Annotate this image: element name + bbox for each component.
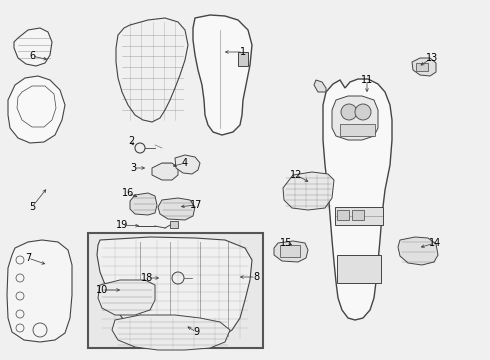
Text: 10: 10 bbox=[96, 285, 108, 295]
Text: 2: 2 bbox=[128, 136, 134, 146]
Text: 17: 17 bbox=[190, 200, 202, 210]
Circle shape bbox=[341, 104, 357, 120]
Bar bbox=[416, 63, 428, 71]
Text: 6: 6 bbox=[29, 51, 35, 61]
Bar bbox=[280, 245, 300, 257]
Polygon shape bbox=[152, 163, 178, 180]
Bar bbox=[340, 124, 375, 136]
Text: 19: 19 bbox=[116, 220, 128, 230]
Text: 4: 4 bbox=[182, 158, 188, 168]
Bar bbox=[88, 233, 263, 348]
Polygon shape bbox=[314, 80, 326, 92]
Text: 18: 18 bbox=[141, 273, 153, 283]
Polygon shape bbox=[14, 28, 52, 66]
Text: 1: 1 bbox=[240, 47, 246, 57]
Polygon shape bbox=[398, 237, 438, 265]
Text: 7: 7 bbox=[25, 253, 31, 263]
Text: 9: 9 bbox=[193, 327, 199, 337]
Text: 8: 8 bbox=[253, 272, 259, 282]
Bar bbox=[337, 255, 381, 283]
Polygon shape bbox=[97, 237, 252, 340]
Polygon shape bbox=[332, 96, 378, 140]
Polygon shape bbox=[116, 18, 188, 122]
Text: 14: 14 bbox=[429, 238, 441, 248]
Polygon shape bbox=[130, 193, 157, 215]
Polygon shape bbox=[158, 198, 195, 220]
Polygon shape bbox=[274, 241, 308, 262]
Bar bbox=[352, 210, 364, 220]
Text: 15: 15 bbox=[280, 238, 292, 248]
Circle shape bbox=[355, 104, 371, 120]
Text: 12: 12 bbox=[290, 170, 302, 180]
Polygon shape bbox=[98, 280, 155, 315]
Polygon shape bbox=[8, 76, 65, 143]
Bar bbox=[238, 52, 248, 66]
Polygon shape bbox=[112, 315, 230, 350]
Text: 5: 5 bbox=[29, 202, 35, 212]
Text: 13: 13 bbox=[426, 53, 438, 63]
Polygon shape bbox=[193, 15, 252, 135]
Polygon shape bbox=[323, 79, 392, 320]
Bar bbox=[335, 207, 383, 225]
Text: 16: 16 bbox=[122, 188, 134, 198]
Polygon shape bbox=[175, 155, 200, 174]
Polygon shape bbox=[412, 58, 436, 76]
Bar bbox=[337, 210, 349, 220]
Text: 3: 3 bbox=[130, 163, 136, 173]
Bar bbox=[170, 221, 178, 228]
Text: 11: 11 bbox=[361, 75, 373, 85]
Polygon shape bbox=[283, 172, 334, 210]
Polygon shape bbox=[7, 240, 72, 342]
